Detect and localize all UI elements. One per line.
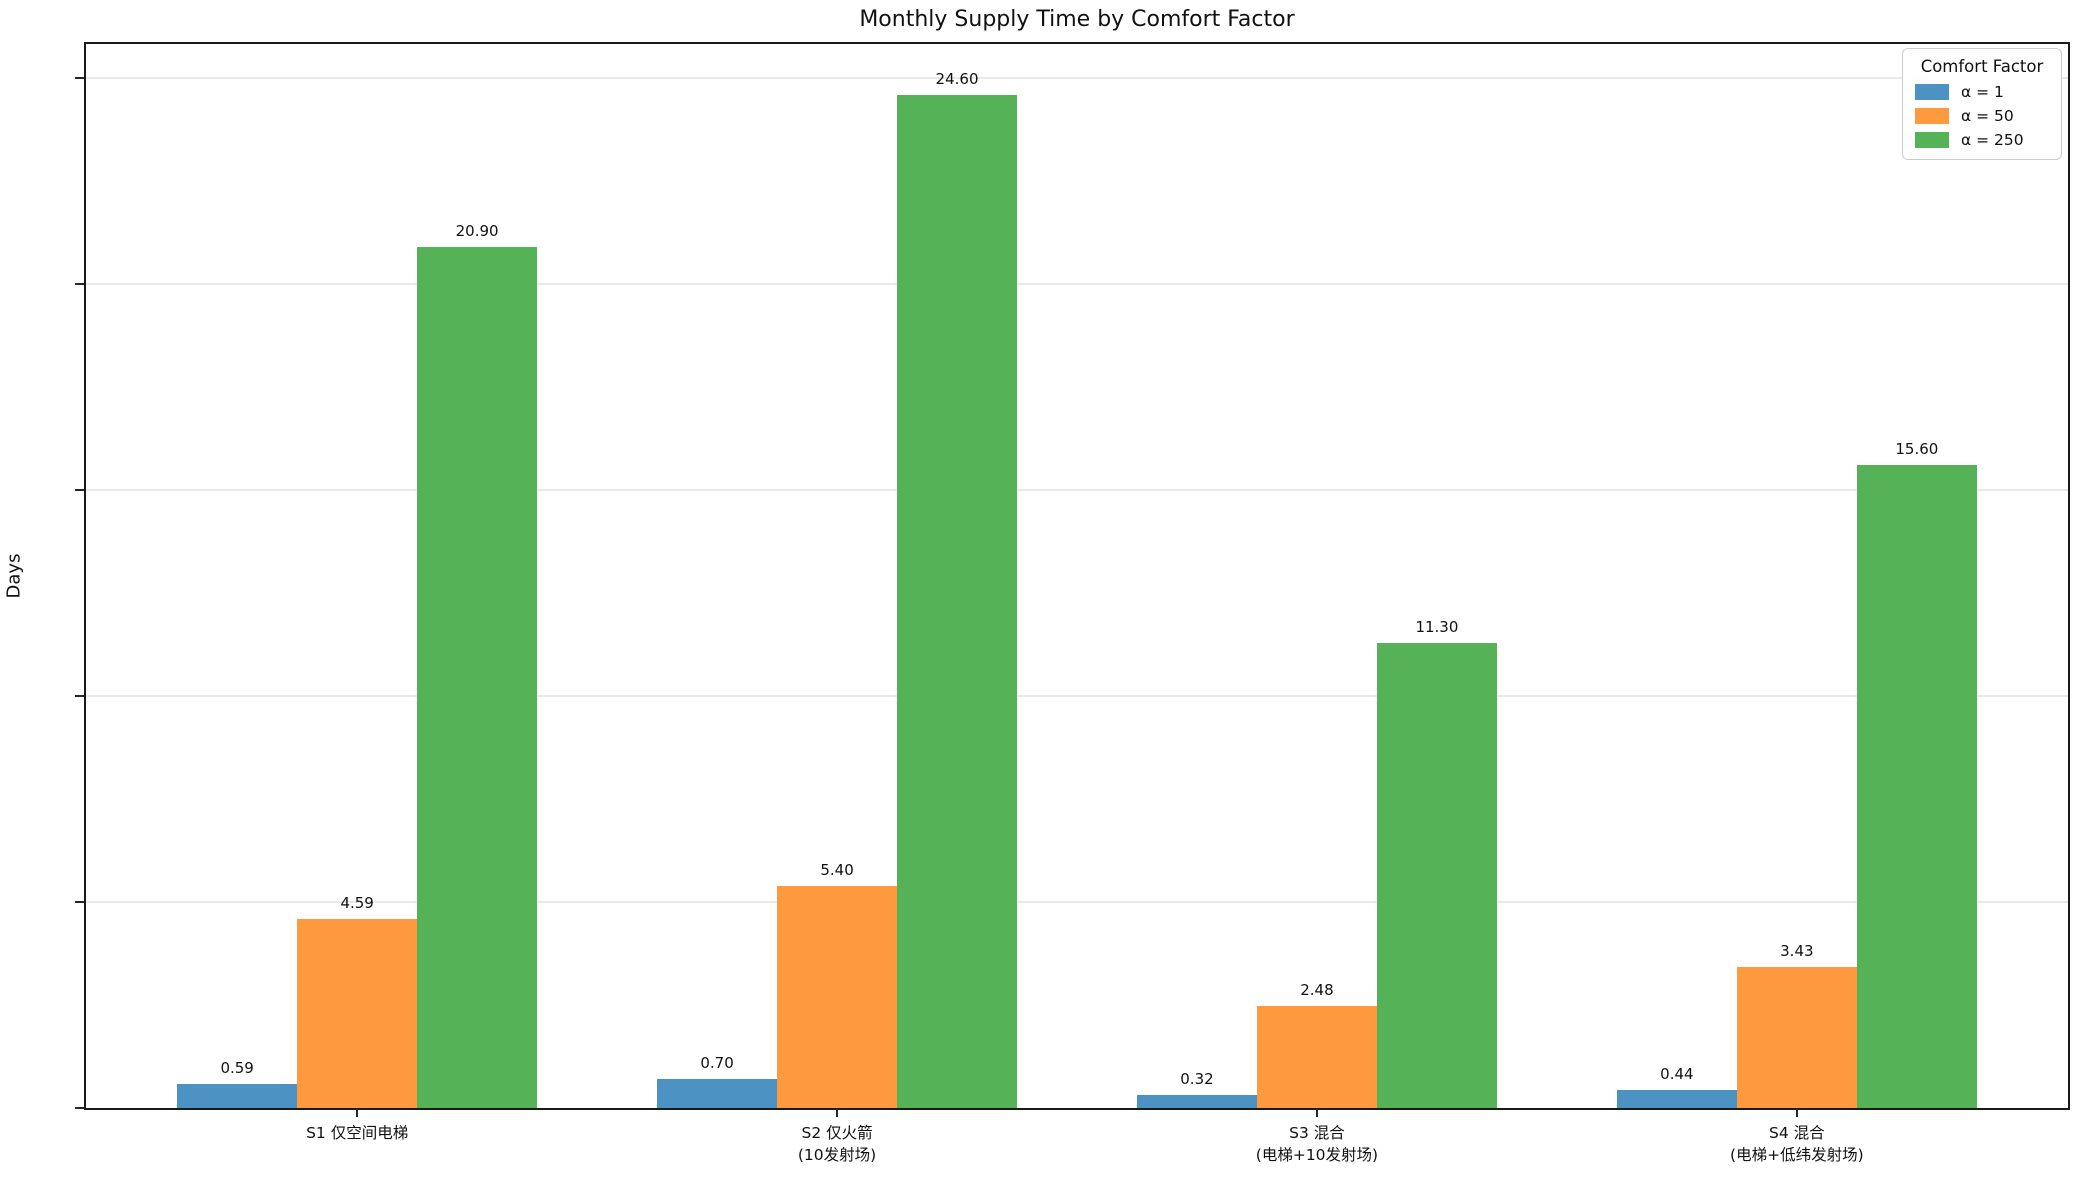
plot-area: S1 仅空间电梯 0.59 4.59 20.90 S2 仅火箭 (10发射场) 0.70 5… <box>75 42 2070 1164</box>
bar-α=250-cat1 <box>417 247 538 1108</box>
gridline-y-10 <box>86 695 2068 698</box>
bar-α=50-cat1 <box>297 918 418 1108</box>
bar-value-label: 0.70 <box>700 1054 734 1073</box>
x-tick-mark-3 <box>1315 1108 1318 1117</box>
legend-swatch-icon <box>1915 108 1949 124</box>
bar-value-label: 11.30 <box>1415 617 1459 636</box>
legend-entry-1: α = 1 <box>1915 83 2049 101</box>
x-tick-mark-4 <box>1795 1108 1798 1117</box>
bar-value-label: 5.40 <box>820 860 854 879</box>
x-tick-mark-1 <box>356 1108 359 1117</box>
y-tick-mark-10 <box>75 695 84 698</box>
legend-entry-label: α = 1 <box>1961 83 2004 101</box>
bar-value-label: 15.60 <box>1895 440 1939 459</box>
bar-α=250-cat3 <box>1376 642 1497 1108</box>
legend-entry-3: α = 250 <box>1915 131 2049 149</box>
gridline-y-5 <box>86 901 2068 904</box>
legend-swatch-icon <box>1915 132 1949 148</box>
y-tick-label-0: 0 <box>0 1101 66 1120</box>
y-tick-mark-25 <box>75 77 84 80</box>
bar-value-label: 0.44 <box>1660 1064 1694 1083</box>
legend-title: Comfort Factor <box>1920 57 2044 76</box>
bar-value-label: 2.48 <box>1300 980 1334 999</box>
x-category-label-3: S3 混合 (电梯+10发射场) <box>1255 1124 1379 1165</box>
chart-title: Monthly Supply Time by Comfort Factor <box>859 7 1295 32</box>
y-tick-label-20: 20 <box>0 274 66 293</box>
gridline-y-20 <box>86 283 2068 286</box>
bar-α=50-cat2 <box>777 885 898 1108</box>
y-tick-label-10: 10 <box>0 687 66 706</box>
bar-value-label: 24.60 <box>935 69 979 88</box>
legend-entry-label: α = 250 <box>1961 131 2024 149</box>
bar-α=1-cat1 <box>177 1083 298 1108</box>
bar-α=1-cat2 <box>657 1079 778 1108</box>
y-tick-mark-15 <box>75 489 84 492</box>
bar-α=1-cat4 <box>1616 1089 1737 1108</box>
legend-swatch-icon <box>1915 84 1949 100</box>
bar-value-label: 0.59 <box>220 1058 254 1077</box>
legend-entries: α = 1 α = 50 α = 250 <box>1915 83 2049 149</box>
x-tick-mark-2 <box>836 1108 839 1117</box>
bar-α=50-cat4 <box>1736 966 1857 1108</box>
y-tick-mark-20 <box>75 283 84 286</box>
bar-α=1-cat3 <box>1136 1094 1257 1108</box>
bar-α=250-cat2 <box>897 94 1017 1108</box>
bar-value-label: 0.32 <box>1180 1069 1214 1088</box>
gridline-y-25 <box>86 77 2068 80</box>
bar-α=250-cat4 <box>1856 465 1977 1108</box>
bar-value-label: 3.43 <box>1780 941 1814 960</box>
y-tick-mark-5 <box>75 901 84 904</box>
legend-entry-2: α = 50 <box>1915 107 2049 125</box>
gridline-y-15 <box>86 489 2068 492</box>
x-category-label-1: S1 仅空间电梯 <box>306 1124 409 1142</box>
x-category-label-4: S4 混合 (电梯+低纬发射场) <box>1730 1124 1864 1165</box>
bar-value-label: 20.90 <box>455 222 499 241</box>
y-tick-label-5: 5 <box>0 894 66 913</box>
legend-entry-label: α = 50 <box>1961 107 2014 125</box>
bar-value-label: 4.59 <box>340 893 374 912</box>
legend: Comfort Factor α = 1 α = 50 α = 250 <box>1902 48 2062 160</box>
y-axis-label: Days <box>3 553 25 599</box>
y-tick-mark-0 <box>75 1107 84 1109</box>
x-category-label-2: S2 仅火箭 (10发射场) <box>797 1124 877 1165</box>
y-tick-label-15: 15 <box>0 480 66 499</box>
y-tick-label-25: 25 <box>0 67 66 86</box>
bar-α=50-cat3 <box>1256 1005 1377 1108</box>
